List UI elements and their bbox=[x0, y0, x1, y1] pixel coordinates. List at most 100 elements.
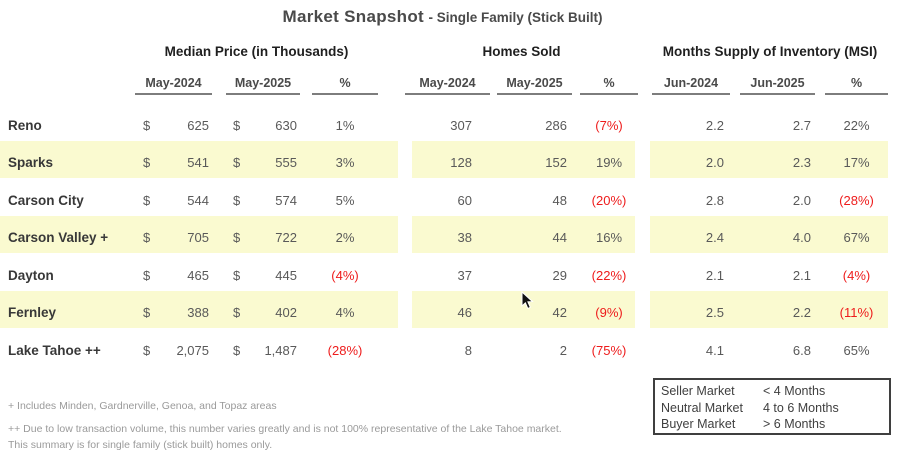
table-row: Sparks $ 541 $ 555 3% 128 152 19% 2.0 2.… bbox=[0, 140, 900, 178]
footnotes: + Includes Minden, Gardnerville, Genoa, … bbox=[8, 398, 562, 453]
mp-col-2025-header: May-2025 bbox=[226, 76, 300, 95]
msi-2024-value: 2.2 bbox=[705, 117, 724, 133]
median-price-2025-cell: $ 722 bbox=[226, 230, 300, 253]
homes-sold-2024-value: 46 bbox=[457, 305, 472, 320]
median-price-pct-change: 1% bbox=[335, 117, 355, 133]
msi-2025-value: 2.3 bbox=[792, 155, 811, 170]
area-label: Dayton bbox=[8, 267, 54, 283]
msi-2025-value: 2.2 bbox=[792, 305, 811, 320]
homes-sold-2025-value: 29 bbox=[552, 267, 567, 283]
median-price-2025-cell: $ 630 bbox=[226, 118, 300, 141]
dollar-sign: $ bbox=[233, 192, 241, 208]
msi-pct-change: 17% bbox=[843, 155, 870, 170]
msi-2024-value: 2.5 bbox=[705, 305, 724, 320]
dollar-sign: $ bbox=[143, 117, 151, 133]
median-price-2025-value: 402 bbox=[275, 305, 297, 320]
legend-buyer-value: > 6 Months bbox=[763, 417, 826, 431]
title-sub: - Single Family (Stick Built) bbox=[428, 10, 603, 25]
hs-col-2024-header: May-2024 bbox=[405, 76, 490, 95]
homes-sold-pct-change: 16% bbox=[595, 230, 623, 245]
dollar-sign: $ bbox=[143, 305, 151, 320]
msi-2025-value: 2.7 bbox=[792, 117, 811, 133]
dollar-sign: $ bbox=[233, 117, 241, 133]
median-price-section-header: Median Price (in Thousands) bbox=[164, 44, 349, 59]
msi-col-2025-header: Jun-2025 bbox=[740, 76, 815, 95]
median-price-2024-cell: $ 625 bbox=[135, 118, 212, 141]
msi-2025-value: 6.8 bbox=[792, 342, 811, 358]
median-price-2024-cell: $ 388 bbox=[135, 305, 212, 328]
median-price-2024-value: 465 bbox=[187, 267, 209, 283]
column-headers: May-2024 May-2025 % May-2024 May-2025 % … bbox=[0, 76, 900, 95]
footnote-carson-valley: + Includes Minden, Gardnerville, Genoa, … bbox=[8, 400, 277, 412]
homes-sold-2024-value: 60 bbox=[457, 192, 472, 208]
msi-2024-value: 2.1 bbox=[705, 267, 724, 283]
median-price-2024-value: 2,075 bbox=[176, 342, 209, 358]
msi-pct-change: 67% bbox=[843, 230, 870, 245]
median-price-2024-cell: $ 544 bbox=[135, 193, 212, 216]
legend-seller-label: Seller Market bbox=[661, 384, 735, 398]
table-row: Reno $ 625 $ 630 1% 307 286 (7%) 2.2 2.7… bbox=[0, 103, 900, 141]
area-label: Lake Tahoe ++ bbox=[8, 342, 101, 358]
homes-sold-2025-value: 44 bbox=[552, 230, 567, 245]
legend-seller-value: < 4 Months bbox=[763, 384, 826, 398]
table-row: Carson Valley + $ 705 $ 722 2% 38 44 16%… bbox=[0, 215, 900, 253]
median-price-2024-value: 541 bbox=[187, 155, 209, 170]
median-price-2025-value: 445 bbox=[275, 267, 297, 283]
table-row: Carson City $ 544 $ 574 5% 60 48 (20%) 2… bbox=[0, 178, 900, 216]
mouse-cursor-icon bbox=[521, 291, 534, 310]
homes-sold-pct-change: (22%) bbox=[591, 267, 627, 283]
homes-sold-2025-value: 42 bbox=[552, 305, 567, 320]
dollar-sign: $ bbox=[233, 305, 241, 320]
msi-2024-value: 2.8 bbox=[705, 192, 724, 208]
median-price-2025-cell: $ 1,487 bbox=[226, 343, 300, 366]
homes-sold-2024-value: 38 bbox=[457, 230, 472, 245]
homes-sold-section-header: Homes Sold bbox=[482, 44, 561, 59]
table-rows: Reno $ 625 $ 630 1% 307 286 (7%) 2.2 2.7… bbox=[0, 103, 900, 366]
dollar-sign: $ bbox=[233, 267, 241, 283]
dollar-sign: $ bbox=[143, 192, 151, 208]
legend-row-seller: Seller Market < 4 Months bbox=[661, 383, 889, 400]
hs-col-2025-header: May-2025 bbox=[497, 76, 572, 95]
msi-2024-value: 2.0 bbox=[705, 155, 724, 170]
dollar-sign: $ bbox=[143, 267, 151, 283]
homes-sold-2025-value: 152 bbox=[545, 155, 567, 170]
area-label: Carson City bbox=[8, 192, 84, 208]
homes-sold-pct-change: (20%) bbox=[591, 192, 627, 208]
footnote-lake-tahoe: ++ Due to low transaction volume, this n… bbox=[8, 423, 562, 435]
msi-legend-box: Seller Market < 4 Months Neutral Market … bbox=[653, 378, 891, 435]
median-price-pct-change: 3% bbox=[335, 155, 355, 170]
homes-sold-2024-value: 8 bbox=[464, 342, 472, 358]
homes-sold-2025-value: 286 bbox=[545, 117, 567, 133]
area-label: Fernley bbox=[8, 305, 57, 320]
median-price-2025-cell: $ 445 bbox=[226, 268, 300, 291]
median-price-2024-cell: $ 2,075 bbox=[135, 343, 212, 366]
msi-pct-change: (11%) bbox=[839, 305, 874, 320]
msi-pct-change: 22% bbox=[843, 117, 870, 133]
median-price-2025-value: 722 bbox=[275, 230, 297, 245]
dollar-sign: $ bbox=[143, 155, 151, 170]
median-price-pct-change: 5% bbox=[335, 192, 355, 208]
msi-2025-value: 2.0 bbox=[792, 192, 811, 208]
msi-2024-value: 4.1 bbox=[705, 342, 724, 358]
msi-2025-value: 2.1 bbox=[792, 267, 811, 283]
median-price-2024-value: 705 bbox=[187, 230, 209, 245]
median-price-2024-cell: $ 705 bbox=[135, 230, 212, 253]
homes-sold-2024-value: 128 bbox=[450, 155, 472, 170]
dollar-sign: $ bbox=[233, 342, 241, 358]
msi-pct-change: (28%) bbox=[839, 192, 874, 208]
dollar-sign: $ bbox=[233, 230, 241, 245]
median-price-2025-value: 555 bbox=[275, 155, 297, 170]
legend-buyer-label: Buyer Market bbox=[661, 417, 736, 431]
median-price-pct-change: 4% bbox=[335, 305, 355, 320]
homes-sold-2025-value: 2 bbox=[559, 342, 567, 358]
median-price-2025-cell: $ 555 bbox=[226, 155, 300, 178]
area-label: Reno bbox=[8, 117, 42, 133]
median-price-2025-value: 574 bbox=[275, 192, 297, 208]
area-label: Sparks bbox=[8, 155, 54, 170]
median-price-pct-change: 2% bbox=[335, 230, 355, 245]
homes-sold-2025-value: 48 bbox=[552, 192, 567, 208]
homes-sold-pct-change: (7%) bbox=[595, 117, 623, 133]
title-main: Market Snapshot bbox=[282, 7, 424, 26]
dollar-sign: $ bbox=[233, 155, 241, 170]
